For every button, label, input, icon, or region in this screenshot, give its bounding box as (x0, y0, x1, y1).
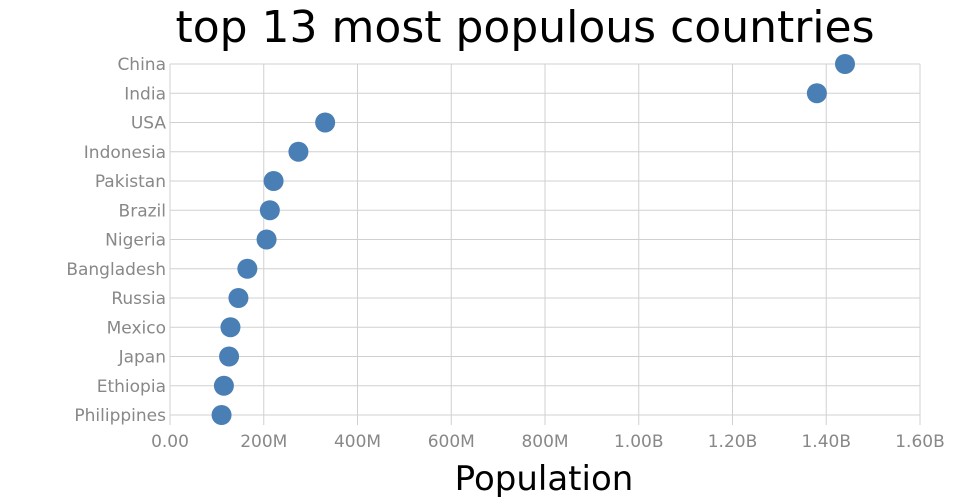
chart-title: top 13 most populous countries (175, 2, 874, 53)
y-tick-label: Mexico (107, 318, 166, 338)
x-tick-label: 1.20B (708, 432, 758, 452)
y-tick-label: India (124, 84, 166, 104)
data-point[interactable] (315, 112, 336, 133)
x-tick-label: 1.00B (614, 432, 664, 452)
data-point[interactable] (211, 405, 232, 425)
y-tick-label: Japan (118, 348, 166, 368)
data-point[interactable] (213, 375, 234, 396)
data-point[interactable] (256, 229, 277, 250)
y-tick-label: Pakistan (95, 172, 166, 192)
x-tick-label: 600M (428, 432, 475, 452)
y-tick-label: Ethiopia (97, 377, 166, 397)
x-tick-label: 400M (334, 432, 381, 452)
tick-layer: 0.00 200M 400M 600M 800M 1.00B 1.20B 1.40B 1.60B… (66, 55, 944, 452)
data-point[interactable] (263, 171, 284, 191)
data-point[interactable] (237, 258, 258, 279)
data-point[interactable] (288, 141, 309, 162)
data-point[interactable] (219, 346, 240, 367)
data-point[interactable] (259, 200, 280, 221)
data-point[interactable] (806, 83, 827, 104)
y-tick-label: Brazil (119, 201, 166, 221)
x-tick-label: 800M (521, 432, 568, 452)
point-layer (211, 54, 855, 425)
y-tick-label: Russia (111, 289, 166, 309)
y-tick-label: China (117, 55, 166, 75)
x-tick-label: 0.00 (151, 432, 189, 452)
data-point[interactable] (220, 317, 241, 338)
y-tick-label: Bangladesh (66, 260, 166, 280)
data-point[interactable] (835, 54, 855, 74)
x-tick-label: 1.60B (895, 432, 945, 452)
x-tick-label: 200M (240, 432, 287, 452)
y-tick-label: Philippines (74, 406, 166, 426)
y-tick-label: Indonesia (84, 143, 166, 163)
y-tick-label: USA (131, 114, 167, 134)
y-tick-label: Nigeria (105, 231, 166, 251)
x-tick-label: 1.40B (801, 432, 851, 452)
x-axis-label: Population (455, 459, 634, 499)
grid-layer (169, 63, 921, 425)
data-point[interactable] (228, 288, 249, 308)
